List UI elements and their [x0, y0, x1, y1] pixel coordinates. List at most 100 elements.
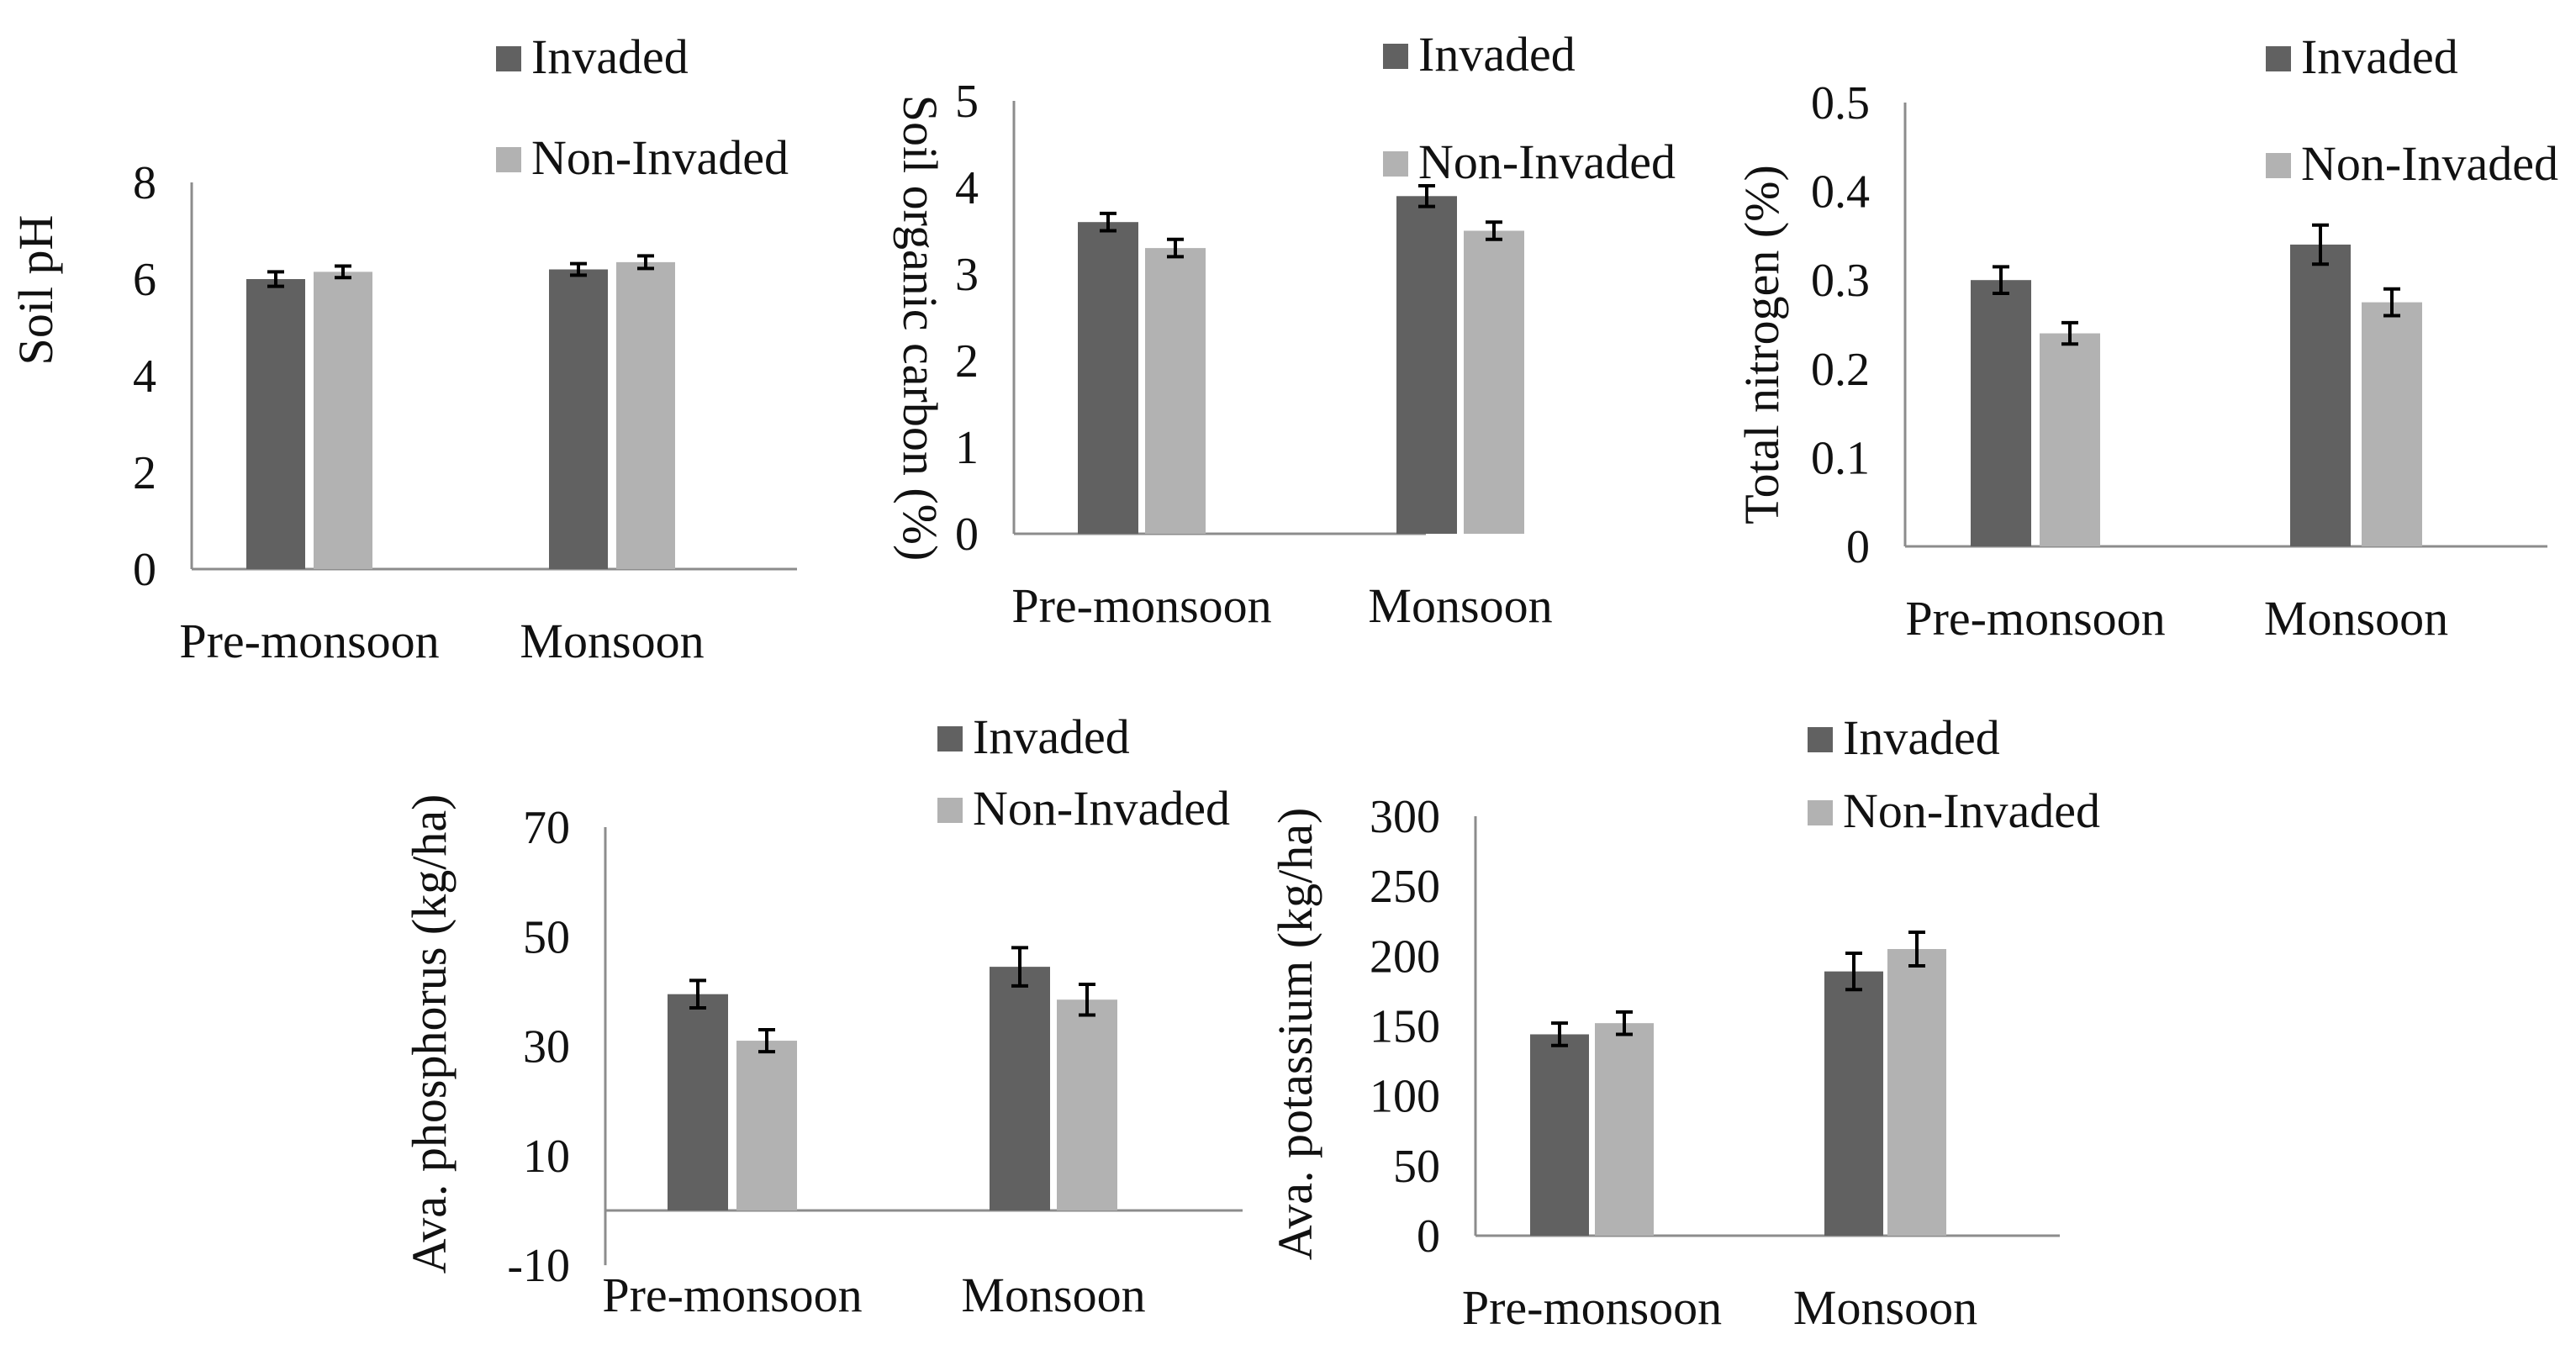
legend-label-non-invaded: Non-Invaded	[1843, 783, 2100, 838]
legend: Invaded Non-Invaded	[496, 29, 789, 185]
legend-swatch-non-invaded	[1383, 151, 1408, 177]
legend-label-invaded: Invaded	[1843, 710, 2000, 765]
x-category-label: Monsoon	[520, 614, 704, 668]
chart-ph: 0 2 4 6 8 Pre-monsoon Monsoon Soil pH Invaded Non…	[8, 29, 797, 668]
y-tick-label: 200	[1370, 931, 1440, 983]
legend-label-non-invaded: Non-Invaded	[531, 130, 789, 185]
error-bar	[1993, 265, 2009, 296]
legend-label-invaded: Invaded	[1418, 27, 1576, 82]
x-category-label: Pre-monsoon	[1462, 1280, 1722, 1335]
bar-invaded	[1530, 1034, 1589, 1236]
bar-non-invaded	[1887, 949, 1946, 1236]
bar-non-invaded	[1145, 248, 1206, 534]
error-bar	[1486, 220, 1502, 241]
x-category-label: Monsoon	[1793, 1280, 1977, 1335]
y-tick-label: 0.2	[1811, 344, 1870, 396]
y-tick-label: 0	[1846, 521, 1870, 573]
y-tick-label: 100	[1370, 1071, 1440, 1123]
legend-label-non-invaded: Non-Invaded	[2301, 136, 2558, 191]
bar-non-invaded	[314, 272, 372, 569]
x-category-label: Pre-monsoon	[1905, 591, 2165, 646]
legend-swatch-non-invaded	[937, 798, 963, 823]
y-tick-label: 6	[133, 254, 156, 306]
bar-invaded	[2290, 244, 2351, 546]
bar-non-invaded	[1464, 230, 1524, 534]
y-tick-label: 50	[523, 911, 570, 963]
error-bar	[1418, 183, 1435, 208]
legend: Invaded Non-Invaded	[1808, 710, 2100, 838]
chart-p: -10 10 30 50 70 Pre-monsoon Monsoon Ava. phosph…	[402, 709, 1243, 1322]
bar-invaded	[1824, 971, 1883, 1236]
bar-invaded	[246, 279, 305, 569]
y-axis-title: Total nitrogen (%)	[1734, 165, 1789, 525]
y-tick-label: 2	[133, 447, 156, 499]
y-tick-label: 0.3	[1811, 255, 1870, 307]
error-bar	[758, 1028, 775, 1054]
y-axis-title: Ava. phosphorus (kg/ha)	[402, 794, 457, 1274]
y-tick-label: 0	[955, 509, 979, 561]
bar-non-invaded	[2040, 333, 2100, 546]
y-tick-label: -10	[507, 1240, 570, 1292]
bar-invaded	[549, 269, 608, 569]
bar-non-invaded	[2362, 302, 2422, 546]
y-tick-label: 70	[523, 802, 570, 854]
y-tick-label: 1	[955, 422, 979, 474]
legend-swatch-non-invaded	[496, 147, 521, 172]
y-tick-label: 3	[955, 249, 979, 301]
error-bar	[1616, 1010, 1633, 1036]
legend-label-invaded: Invaded	[531, 29, 689, 84]
legend-label-invaded: Invaded	[2301, 29, 2458, 84]
y-tick-label: 0.1	[1811, 432, 1870, 484]
y-axis-title: Soil organic carbon (%)	[893, 95, 948, 562]
error-bar	[2312, 223, 2329, 266]
legend-swatch-invaded	[937, 726, 963, 751]
error-bar	[267, 270, 284, 288]
legend-label-non-invaded: Non-Invaded	[1418, 134, 1676, 189]
error-bar	[1551, 1021, 1568, 1047]
y-tick-label: 2	[955, 335, 979, 388]
x-category-label: Pre-monsoon	[179, 614, 439, 668]
y-tick-label: 4	[133, 351, 156, 403]
x-category-label: Monsoon	[961, 1268, 1145, 1322]
y-axis-title: Soil pH	[8, 215, 63, 366]
error-bar	[570, 261, 587, 277]
bar-invaded	[668, 994, 728, 1210]
y-tick-label: 8	[133, 157, 156, 209]
legend-label-non-invaded: Non-Invaded	[973, 781, 1230, 836]
x-category-label: Pre-monsoon	[602, 1268, 862, 1322]
legend-label-invaded: Invaded	[973, 709, 1130, 764]
y-tick-label: 4	[955, 162, 979, 214]
x-category-label: Pre-monsoon	[1011, 578, 1271, 633]
legend-swatch-invaded	[1383, 44, 1408, 69]
error-bar	[1100, 211, 1116, 233]
y-tick-label: 0	[1417, 1210, 1440, 1263]
error-bar	[1908, 931, 1925, 968]
bar-non-invaded	[1057, 999, 1117, 1210]
y-tick-label: 30	[523, 1021, 570, 1073]
x-category-label: Monsoon	[2264, 591, 2448, 646]
bar-non-invaded	[736, 1041, 797, 1210]
chart-k: 0 50 100 150 200 250 300 Pre-monsoon Monsoon Ava.…	[1268, 710, 2100, 1335]
bar-invaded	[1396, 196, 1457, 535]
legend-swatch-invaded	[2266, 46, 2291, 71]
y-tick-label: 0.5	[1811, 77, 1870, 129]
y-tick-label: 300	[1370, 791, 1440, 843]
error-bar	[689, 978, 706, 1010]
legend: Invaded Non-Invaded	[2266, 29, 2558, 191]
bar-invaded	[1078, 222, 1138, 534]
y-tick-label: 0.4	[1811, 166, 1870, 219]
error-bar	[1079, 982, 1095, 1017]
y-tick-label: 50	[1393, 1141, 1440, 1193]
bar-non-invaded	[616, 261, 675, 569]
y-tick-label: 5	[955, 76, 979, 128]
chart-soc: 0 1 2 3 4 5 Pre-monsoon Monsoon Soil organic car…	[893, 27, 1676, 633]
bar-non-invaded	[1595, 1023, 1654, 1236]
legend-swatch-non-invaded	[1808, 800, 1833, 825]
error-bar	[2061, 320, 2078, 346]
error-bar	[1167, 237, 1184, 259]
error-bar	[1011, 946, 1028, 988]
y-tick-label: 0	[133, 544, 156, 596]
bar-invaded	[1971, 280, 2031, 546]
y-axis-title: Ava. potassium (kg/ha)	[1268, 808, 1322, 1261]
